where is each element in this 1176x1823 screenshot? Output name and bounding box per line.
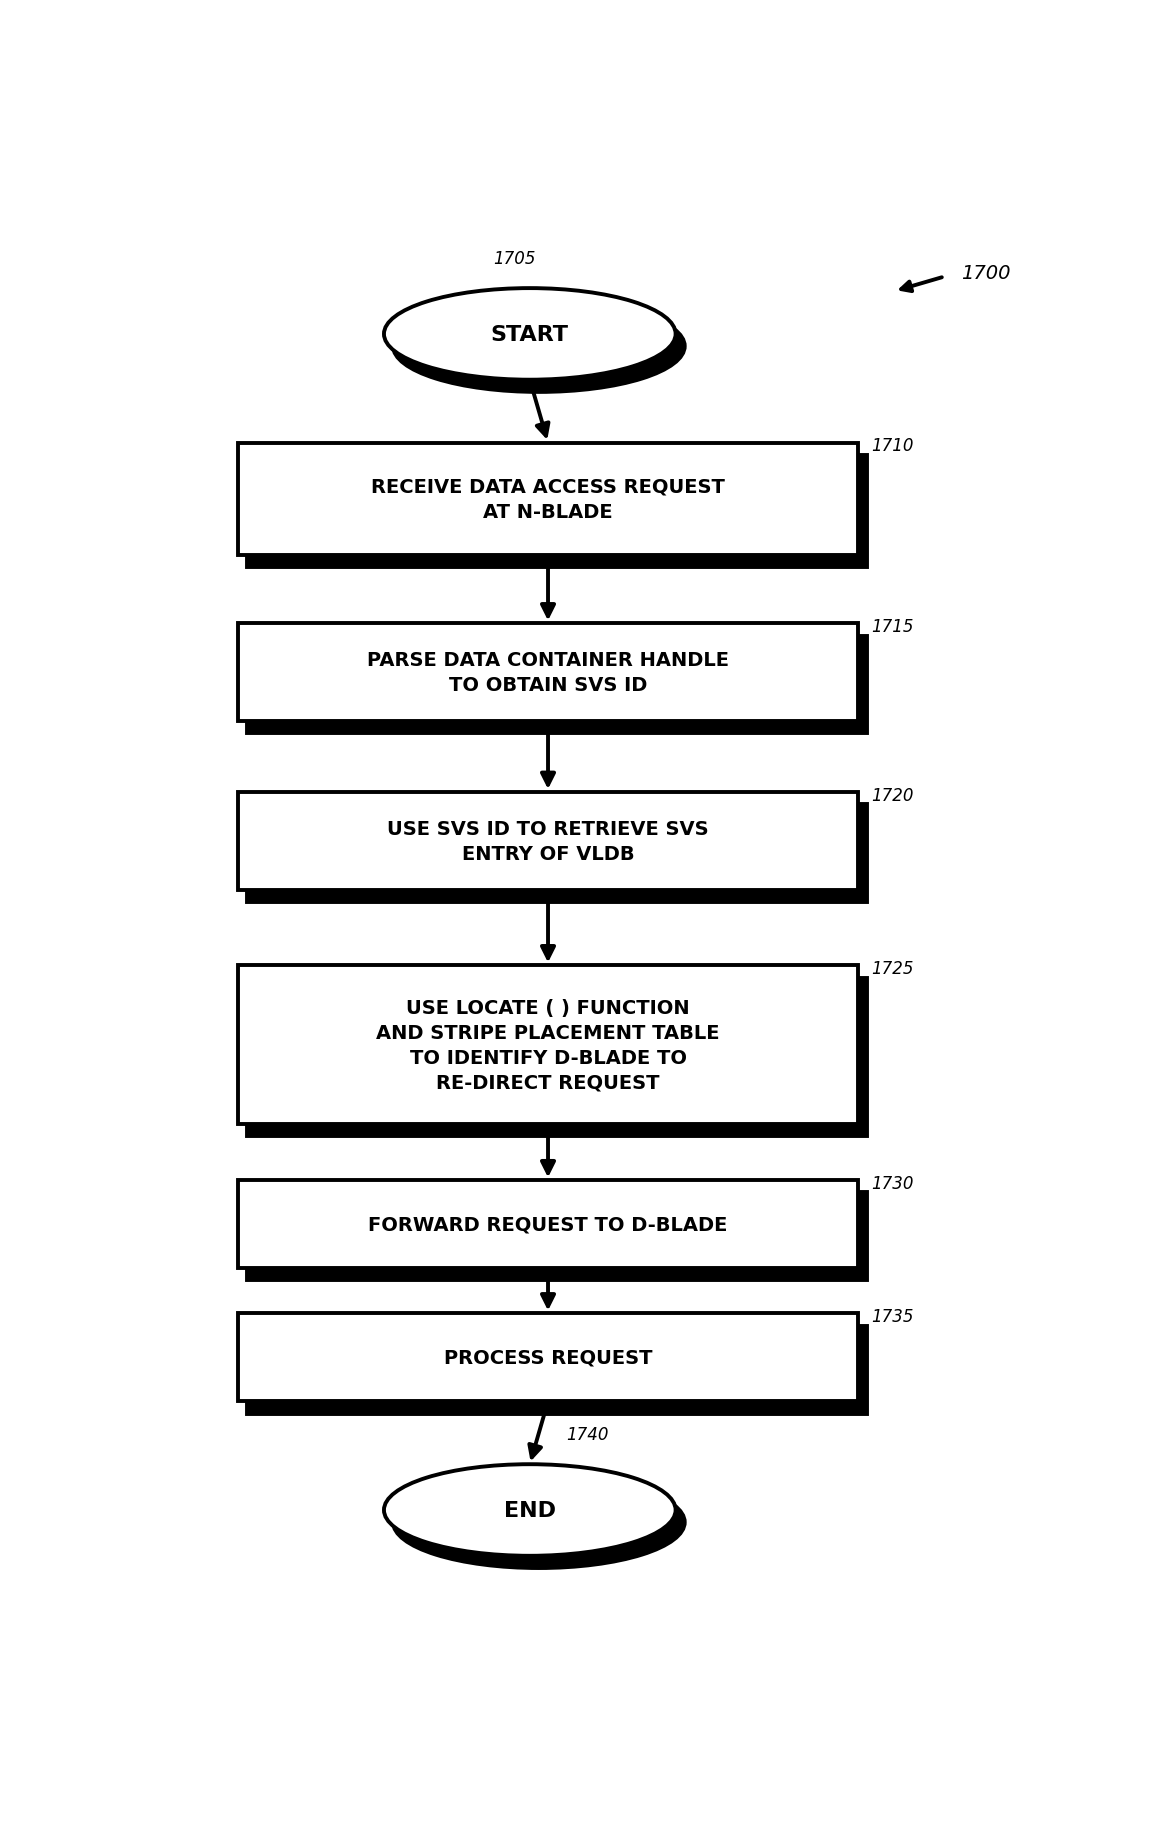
FancyBboxPatch shape bbox=[238, 1181, 858, 1269]
Text: USE SVS ID TO RETRIEVE SVS
ENTRY OF VLDB: USE SVS ID TO RETRIEVE SVS ENTRY OF VLDB bbox=[387, 819, 709, 864]
Text: END: END bbox=[503, 1500, 556, 1520]
Text: 1710: 1710 bbox=[871, 438, 914, 456]
Text: 1705: 1705 bbox=[494, 250, 536, 268]
FancyBboxPatch shape bbox=[247, 804, 867, 902]
Text: 1725: 1725 bbox=[871, 959, 914, 977]
Ellipse shape bbox=[383, 1464, 675, 1557]
FancyBboxPatch shape bbox=[238, 623, 858, 722]
FancyBboxPatch shape bbox=[247, 1325, 867, 1415]
Text: FORWARD REQUEST TO D-BLADE: FORWARD REQUEST TO D-BLADE bbox=[368, 1216, 728, 1234]
FancyBboxPatch shape bbox=[247, 1192, 867, 1282]
FancyBboxPatch shape bbox=[247, 636, 867, 735]
Text: 1730: 1730 bbox=[871, 1174, 914, 1192]
Text: 1715: 1715 bbox=[871, 618, 914, 636]
FancyBboxPatch shape bbox=[238, 1314, 858, 1402]
FancyBboxPatch shape bbox=[247, 977, 867, 1138]
Text: 1740: 1740 bbox=[567, 1426, 609, 1444]
Ellipse shape bbox=[393, 301, 684, 392]
Ellipse shape bbox=[383, 288, 675, 381]
FancyBboxPatch shape bbox=[238, 966, 858, 1125]
Text: USE LOCATE ( ) FUNCTION
AND STRIPE PLACEMENT TABLE
TO IDENTIFY D-BLADE TO
RE-DIR: USE LOCATE ( ) FUNCTION AND STRIPE PLACE… bbox=[376, 999, 720, 1092]
Text: START: START bbox=[490, 324, 569, 345]
Ellipse shape bbox=[393, 1477, 684, 1568]
Text: RECEIVE DATA ACCESS REQUEST
AT N-BLADE: RECEIVE DATA ACCESS REQUEST AT N-BLADE bbox=[372, 478, 724, 521]
Text: PARSE DATA CONTAINER HANDLE
TO OBTAIN SVS ID: PARSE DATA CONTAINER HANDLE TO OBTAIN SV… bbox=[367, 651, 729, 695]
Text: 1700: 1700 bbox=[961, 264, 1010, 283]
FancyBboxPatch shape bbox=[247, 456, 867, 567]
Text: PROCESS REQUEST: PROCESS REQUEST bbox=[443, 1347, 653, 1367]
FancyBboxPatch shape bbox=[238, 793, 858, 890]
Text: 1735: 1735 bbox=[871, 1307, 914, 1325]
FancyBboxPatch shape bbox=[238, 443, 858, 556]
Text: 1720: 1720 bbox=[871, 786, 914, 804]
